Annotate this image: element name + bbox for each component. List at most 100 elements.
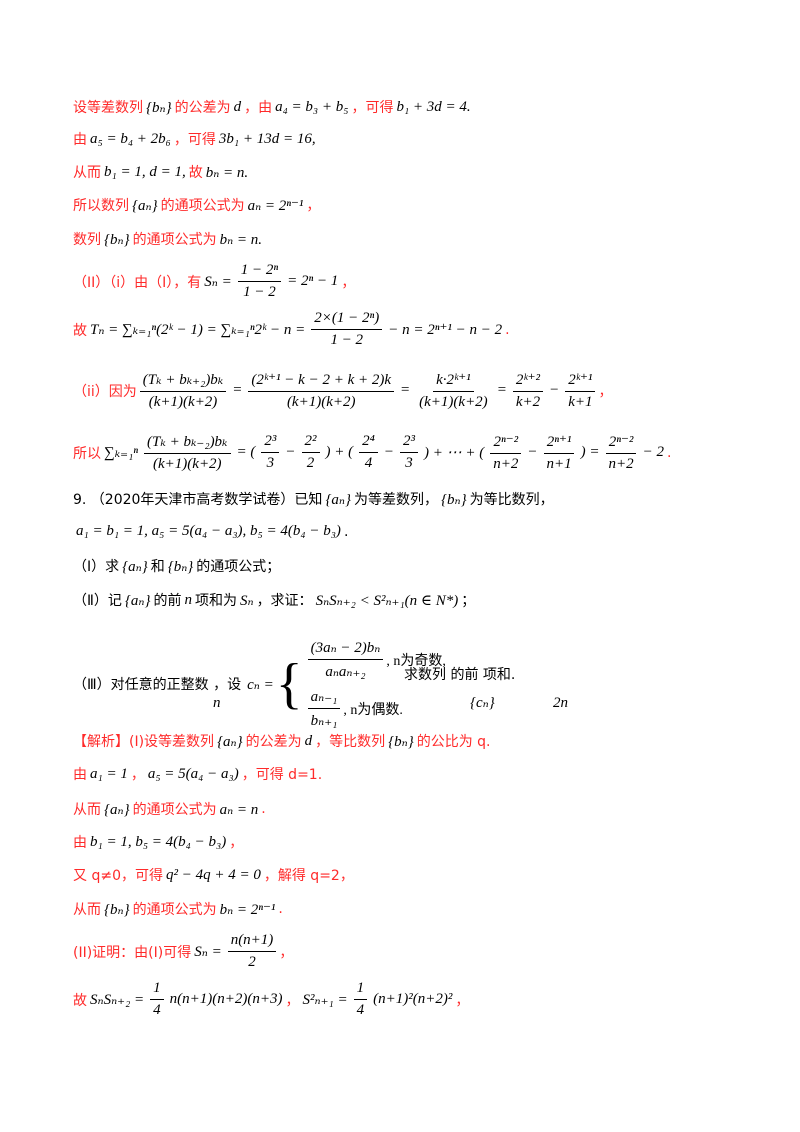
fraction-numerator: n(n+1) bbox=[227, 932, 277, 952]
math-expression: ) = bbox=[580, 444, 600, 460]
text-line: 设等差数列 {bₙ} 的公差为 d ，由 a₄ = b₃ + b₅ ，可得 b₁ + 3d =… bbox=[73, 97, 474, 117]
piecewise-cases: (3aₙ − 2)bₙ aₙaₙ₊₂ , n为奇数, aₙ₋₁ bₙ₊₁ , n为偶… bbox=[305, 638, 446, 730]
text-segment: （ii）因为 bbox=[73, 383, 137, 400]
text-segment: ，可得 bbox=[351, 100, 394, 116]
fraction: k·2ᵏ⁺¹ (k+1)(k+2) bbox=[416, 370, 491, 411]
text-segment: 的公差为 bbox=[245, 734, 302, 750]
fraction: n(n+1) 2 bbox=[227, 932, 277, 971]
text-segment: 的通项公式为 bbox=[160, 198, 245, 214]
text-segment: 的通项公式为 bbox=[132, 802, 217, 818]
text-segment: ，由 bbox=[244, 100, 273, 116]
fraction-denominator: 1 − 2 bbox=[330, 332, 364, 348]
fraction-denominator: (k+1)(k+2) bbox=[153, 456, 222, 472]
text-line: 由 b₁ = 1, b₅ = 4(b₄ − b₃)， bbox=[73, 832, 243, 852]
math-expression: {aₙ} bbox=[104, 801, 130, 818]
fraction-numerator: 2⁴ bbox=[359, 433, 378, 453]
math-expression: bₙ = n. bbox=[219, 231, 263, 248]
fraction: 1 − 2ⁿ 1 − 2 bbox=[237, 262, 282, 301]
text-segment: ，解得 q=2， bbox=[263, 868, 354, 884]
fraction-denominator: 3 bbox=[266, 455, 275, 471]
text-segment: . bbox=[667, 444, 672, 461]
text-segment: . bbox=[261, 801, 266, 817]
math-expression: ∑ₖ₌₁ⁿ bbox=[104, 445, 139, 461]
part3-suffix: 求数列 的前 项和. bbox=[404, 667, 516, 683]
fraction-denominator: 4 bbox=[356, 1002, 365, 1018]
text-segment: 为等差数列， bbox=[354, 492, 439, 508]
math-expression: a₅ = 5(a₄ − a₃) bbox=[147, 765, 239, 782]
text-line: （Ⅱ）记 {aₙ} 的前 n 项和为 Sₙ ，求证： SₙSₙ₊₂ < S²ₙ₊₁(n ∈ N… bbox=[73, 590, 475, 610]
fraction-denominator: 4 bbox=[364, 455, 373, 471]
math-expression: Sₙ = bbox=[204, 274, 232, 290]
text-line: 从而 b₁ = 1, d = 1, 故 bₙ = n. bbox=[73, 162, 251, 182]
math-expression: = bbox=[232, 382, 243, 398]
fraction: 2ᵏ⁺¹ k+1 bbox=[565, 370, 596, 411]
math-expression: a₅ = b₄ + 2b₆ bbox=[90, 130, 171, 147]
text-line: 数列 {bₙ} 的通项公式为 bₙ = n. bbox=[73, 229, 265, 249]
math-expression: b₁ + 3d = 4. bbox=[396, 98, 471, 115]
math-expression: {aₙ} bbox=[325, 491, 352, 508]
text-segment: 从而 bbox=[73, 802, 101, 818]
math-expression: {bₙ} bbox=[104, 231, 130, 248]
math-expression: {bₙ} bbox=[388, 733, 414, 750]
fraction-numerator: 2³ bbox=[400, 433, 419, 453]
fraction-numerator: (2ᵏ⁺¹ − k − 2 + k + 2)k bbox=[248, 370, 395, 392]
math-expression: {bₙ} bbox=[441, 491, 467, 508]
math-expression: S²ₙ₊₁ = bbox=[302, 992, 348, 1008]
fraction: 2×(1 − 2ⁿ) 1 − 2 bbox=[311, 310, 383, 349]
piecewise-brace: { bbox=[275, 653, 303, 715]
math-expression: {bₙ} bbox=[146, 99, 172, 116]
math-expression: Sₙ bbox=[239, 592, 254, 609]
math-expression: b₁ = 1, b₅ = 4(b₄ − b₃) bbox=[90, 833, 227, 850]
text-segment: ， bbox=[455, 992, 470, 1009]
math-expression: SₙSₙ₊₂ = bbox=[90, 992, 145, 1008]
text-segment: 为等比数列， bbox=[469, 492, 554, 508]
fraction-denominator: 2 bbox=[248, 954, 256, 970]
text-segment: （II）（i）由（I），有 bbox=[73, 274, 202, 291]
text-segment: 项和为 bbox=[194, 593, 237, 609]
fraction: 2ⁿ⁻² n+2 bbox=[605, 432, 637, 473]
math-expression: a₁ = 1 bbox=[90, 765, 128, 782]
fraction-denominator: 3 bbox=[405, 455, 413, 471]
text-segment: 所以数列 bbox=[73, 198, 129, 214]
math-expression: aₙ = n bbox=[219, 801, 259, 818]
fraction-denominator: 2 bbox=[306, 455, 315, 471]
text-line: 【解析】(I)设等差数列 {aₙ} 的公差为 d ，等比数列 {bₙ} 的公比为 q. bbox=[73, 731, 491, 751]
fraction-numerator: (Tₖ + bₖ₊₂)bₖ bbox=[139, 370, 227, 392]
fraction-numerator: 2² bbox=[301, 433, 320, 453]
part3-stray-n: n bbox=[213, 695, 221, 711]
math-expression: aₙ = 2ⁿ⁻¹ bbox=[247, 197, 304, 214]
math-expression: q² − 4q + 4 = 0 bbox=[165, 866, 261, 883]
fraction-denominator: 4 bbox=[153, 1002, 161, 1018]
part3-stray-2n: 2n bbox=[553, 695, 568, 711]
math-expression: {bₙ} bbox=[167, 558, 194, 575]
math-expression: = bbox=[400, 382, 411, 398]
math-expression: bₙ = n. bbox=[205, 164, 249, 181]
case1-denominator: aₙaₙ₊₂ bbox=[325, 664, 366, 680]
text-segment: 设等差数列 bbox=[73, 100, 143, 116]
fraction-denominator: k+1 bbox=[568, 394, 593, 410]
text-segment: 的前 bbox=[153, 593, 182, 609]
question-part-3: （Ⅲ）对任意的正整数 ，设 cₙ = { (3aₙ − 2)bₙ aₙaₙ₊₂ ,… bbox=[73, 638, 446, 730]
text-segment: ， bbox=[229, 835, 244, 851]
text-segment: 的通项公式； bbox=[196, 559, 281, 575]
text-segment: 又 q≠0，可得 bbox=[73, 868, 163, 884]
math-expression: d bbox=[304, 732, 313, 749]
text-segment: 所以 bbox=[73, 445, 101, 462]
fraction: 2ⁿ⁺¹ n+1 bbox=[543, 432, 575, 473]
math-expression: Sₙ = bbox=[194, 944, 222, 960]
math-expression: a₁ = b₁ = 1, a₅ = 5(a₄ − a₃), b₅ = 4(b₄ … bbox=[76, 523, 341, 539]
text-segment: ，可得 bbox=[173, 132, 216, 148]
math-expression: {aₙ} bbox=[122, 558, 148, 575]
text-segment: ，求证： bbox=[256, 593, 313, 609]
math-expression: {aₙ} bbox=[132, 197, 158, 214]
text-segment: 的公差为 bbox=[174, 100, 231, 116]
text-line: 由 a₅ = b₄ + 2b₆ ，可得 3b₁ + 13d = 16, bbox=[73, 129, 319, 149]
fraction-denominator: (k+1)(k+2) bbox=[286, 394, 356, 410]
math-expression: − n = 2ⁿ⁺¹ − n − 2 bbox=[388, 322, 503, 338]
text-segment: 的通项公式为 bbox=[132, 232, 217, 248]
math-expression: = bbox=[496, 382, 507, 398]
text-segment: （Ⅰ）求 bbox=[73, 559, 120, 575]
fraction: 2³ 3 bbox=[261, 433, 280, 472]
